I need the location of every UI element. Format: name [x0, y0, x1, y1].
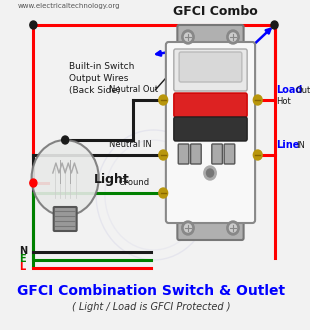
Text: Ground: Ground — [118, 178, 149, 187]
Text: www.electricaltechnology.org: www.electricaltechnology.org — [17, 3, 120, 9]
Circle shape — [253, 95, 262, 105]
Circle shape — [62, 136, 69, 144]
Text: Hot: Hot — [276, 97, 291, 106]
Circle shape — [253, 150, 262, 160]
Circle shape — [229, 33, 237, 41]
Circle shape — [206, 169, 214, 177]
FancyBboxPatch shape — [177, 25, 244, 49]
Text: Load: Load — [276, 85, 303, 95]
Circle shape — [182, 30, 194, 44]
FancyBboxPatch shape — [179, 52, 242, 82]
FancyBboxPatch shape — [177, 216, 244, 240]
FancyBboxPatch shape — [174, 93, 247, 117]
FancyBboxPatch shape — [54, 207, 77, 231]
Text: Line: Line — [276, 140, 300, 150]
Text: GFCI Combination Switch & Outlet: GFCI Combination Switch & Outlet — [17, 284, 285, 298]
Text: ( Light / Load is GFCI Protected ): ( Light / Load is GFCI Protected ) — [72, 302, 230, 312]
FancyBboxPatch shape — [191, 144, 201, 164]
FancyBboxPatch shape — [178, 144, 189, 164]
Circle shape — [182, 221, 194, 235]
Text: L: L — [19, 262, 25, 272]
Text: Out: Out — [296, 86, 310, 95]
Text: GFCI Combo: GFCI Combo — [173, 5, 258, 18]
Circle shape — [271, 21, 278, 29]
Circle shape — [159, 95, 168, 105]
Circle shape — [204, 166, 216, 180]
Text: IN: IN — [296, 141, 305, 150]
Circle shape — [184, 224, 192, 232]
Text: N: N — [19, 246, 27, 256]
FancyBboxPatch shape — [174, 49, 247, 91]
Circle shape — [159, 150, 168, 160]
Text: Built-in Switch
Output Wires
(Back Side): Built-in Switch Output Wires (Back Side) — [69, 62, 134, 95]
Circle shape — [159, 188, 168, 198]
FancyBboxPatch shape — [224, 144, 235, 164]
Text: Light: Light — [93, 173, 129, 186]
Circle shape — [227, 221, 239, 235]
FancyBboxPatch shape — [174, 117, 247, 141]
FancyBboxPatch shape — [166, 42, 255, 223]
Text: Neutral IN: Neutral IN — [109, 140, 152, 149]
Text: E: E — [19, 254, 26, 264]
Circle shape — [30, 179, 37, 187]
Circle shape — [184, 33, 192, 41]
Text: Neutral Out: Neutral Out — [109, 85, 158, 94]
Circle shape — [30, 21, 37, 29]
Circle shape — [32, 140, 99, 216]
FancyBboxPatch shape — [212, 144, 222, 164]
Circle shape — [227, 30, 239, 44]
Circle shape — [229, 224, 237, 232]
